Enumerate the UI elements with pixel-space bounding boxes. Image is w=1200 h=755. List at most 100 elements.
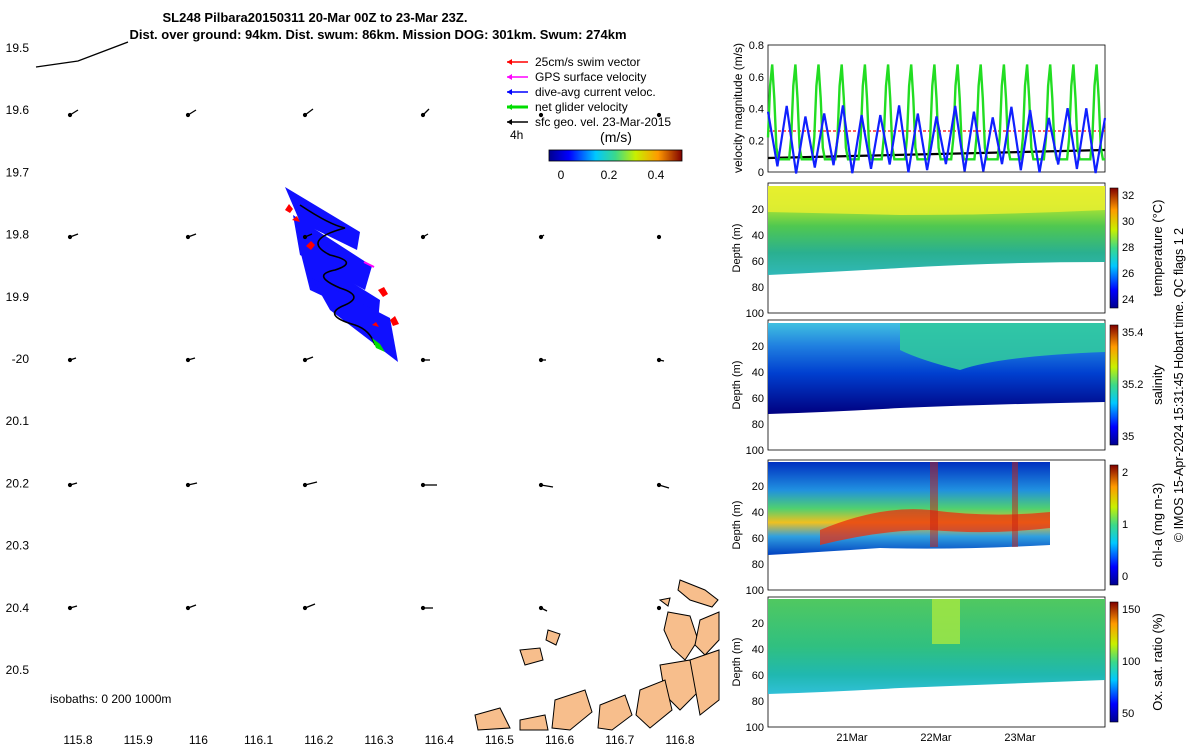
- sfc-vector: [67, 233, 79, 240]
- colorbar-tick: 35: [1122, 431, 1134, 443]
- colorbar-tick: 50: [1122, 708, 1134, 720]
- map-x-tick: 116.3: [364, 733, 393, 747]
- net-glider-speed-line: [766, 64, 1105, 161]
- sfc-vector: [185, 357, 196, 363]
- colorbar-unit: (m/s): [600, 129, 632, 145]
- sfc-vector: [656, 482, 670, 489]
- sfc-vector: [420, 108, 430, 118]
- velocity-y-tick: 0.4: [749, 104, 764, 116]
- sfc-vector: [302, 233, 313, 240]
- depth-tick: 100: [746, 585, 764, 597]
- sfc-vector: [185, 233, 197, 240]
- isobath-label: isobaths: 0 200 1000m: [50, 692, 171, 706]
- sfc-vector: [67, 357, 77, 363]
- map-y-tick: 20.1: [6, 414, 30, 428]
- depth-tick: 40: [752, 644, 764, 656]
- section-colorbar: [1109, 601, 1119, 723]
- colorbar-tick: 35.2: [1122, 379, 1143, 391]
- map-x-ticks: 115.8 115.9 116 116.1 116.2 116.3 116.4 116.5 11…: [63, 733, 694, 747]
- colorbar-label: Ox. sat. ratio (%): [1150, 613, 1165, 711]
- footer-credit: © IMOS 15-Apr-2024 15:31:45 Hobart time.…: [1172, 228, 1186, 542]
- depth-tick: 100: [746, 722, 764, 734]
- legend-item: GPS surface velocity: [507, 70, 646, 84]
- map-x-tick: 116.1: [244, 733, 273, 747]
- sfc-vector: [302, 108, 314, 118]
- colorbar-tick: 28: [1122, 242, 1134, 254]
- legend-item: 25cm/s swim vector: [507, 55, 640, 69]
- colorbar-tick: 30: [1122, 216, 1134, 228]
- depth-tick: 80: [752, 559, 764, 571]
- legend-label: net glider velocity: [535, 100, 628, 114]
- map-y-tick: 20.3: [6, 539, 30, 553]
- sfc-velocity-vectors: [67, 108, 670, 612]
- sfc-vector: [538, 482, 554, 488]
- colorbar-tick: 100: [1122, 656, 1140, 668]
- salinity-section: [767, 319, 1106, 451]
- sfc-vector: [67, 482, 78, 488]
- colorbar-label: temperature (°C): [1150, 200, 1165, 297]
- sfc-vector: [656, 234, 662, 240]
- section-colorbar: [1109, 187, 1119, 309]
- sfc-vector: [656, 605, 662, 611]
- sfc-vector: [185, 604, 197, 611]
- date-tick: 22Mar: [920, 732, 952, 744]
- depth-tick: 60: [752, 533, 764, 545]
- section-colorbar: [1109, 324, 1119, 446]
- section-panels: 20 40 60 80 100 20 40 60 80 100 20 40 60 80 100 20 40 60 8…: [746, 182, 1106, 734]
- sfc-vector: [185, 482, 198, 488]
- section-labels: Depth (m) 32 30 28 26 24 temperature (°C) Depth…: [731, 187, 1165, 723]
- colorbar-tick: 150: [1122, 604, 1140, 616]
- sfc-vector: [420, 357, 430, 363]
- sfc-vector: [302, 481, 318, 488]
- depth-tick: 100: [746, 308, 764, 320]
- legend-arrowhead: [507, 119, 512, 125]
- glider-track: [285, 187, 399, 362]
- colorbar-tick: 0.4: [648, 168, 665, 182]
- map-x-tick: 116.6: [545, 733, 574, 747]
- map-x-tick: 116.2: [304, 733, 333, 747]
- map-title-line1: SL248 Pilbara20150311 20-Mar 00Z to 23-M…: [163, 10, 468, 25]
- colorbar-tick: 24: [1122, 294, 1134, 306]
- sfc-vector: [538, 605, 548, 612]
- map-y-tick: 20.4: [6, 601, 30, 615]
- colorbar-tick: 26: [1122, 268, 1134, 280]
- map-y-tick: 19.8: [6, 228, 30, 242]
- map-axes: 19.5 19.6 19.7 19.8 19.9 -20 20.1 20.2 20.3 20.4 2…: [6, 41, 719, 747]
- colorbar-tick: 2: [1122, 467, 1128, 479]
- sfc-vector: [538, 357, 546, 363]
- map-y-tick: 19.9: [6, 290, 30, 304]
- map-x-tick: 116: [189, 733, 208, 747]
- map-y-ticks: 19.5 19.6 19.7 19.8 19.9 -20 20.1 20.2 20.3 20.4 2…: [6, 41, 30, 677]
- map-x-tick: 116.4: [425, 733, 454, 747]
- sfc-vector: [656, 357, 665, 363]
- section-colorbar: [1109, 464, 1119, 586]
- depth-tick: 20: [752, 618, 764, 630]
- colorbar-label: salinity: [1150, 365, 1165, 405]
- depth-label: Depth (m): [731, 361, 743, 410]
- colorbar-tick: 35.4: [1122, 327, 1143, 339]
- map-y-tick: 19.7: [6, 165, 30, 179]
- date-tick: 21Mar: [836, 732, 868, 744]
- velocity-y-ticks: 0.8 0.6 0.4 0.2 0: [749, 40, 764, 179]
- sfc-vector: [420, 233, 429, 240]
- scale-label: 4h: [510, 128, 523, 142]
- depth-tick: 20: [752, 481, 764, 493]
- current-speed-line: [766, 105, 1107, 174]
- colorbar-tick: 0: [1122, 571, 1128, 583]
- depth-tick: 60: [752, 393, 764, 405]
- date-ticks: 21Mar 22Mar 23Mar: [836, 732, 1036, 744]
- legend-arrowhead: [507, 59, 512, 65]
- colorbar-tick: 1: [1122, 519, 1128, 531]
- depth-tick: 20: [752, 204, 764, 216]
- depth-tick: 60: [752, 256, 764, 268]
- depth-tick: 80: [752, 419, 764, 431]
- map-y-tick: 19.6: [6, 103, 30, 117]
- sfc-vector: [302, 603, 316, 611]
- depth-tick: 60: [752, 670, 764, 682]
- velocity-y-tick: 0.8: [749, 40, 764, 52]
- map-x-tick: 116.5: [485, 733, 514, 747]
- date-tick: 23Mar: [1004, 732, 1036, 744]
- depth-tick: 40: [752, 367, 764, 379]
- map-y-tick: 20.2: [6, 476, 30, 490]
